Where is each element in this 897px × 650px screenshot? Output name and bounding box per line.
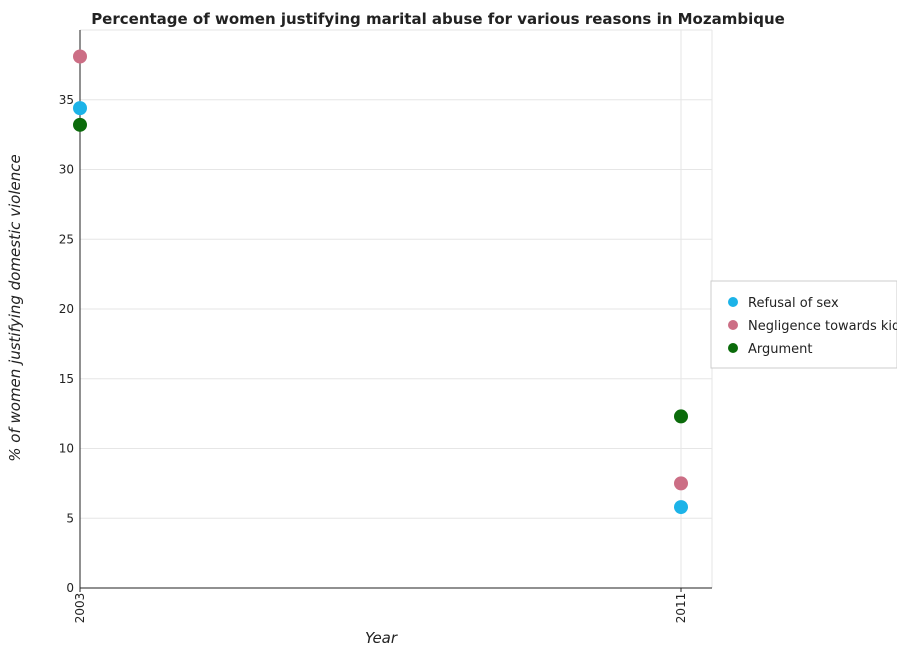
data-point-negligence-towards-kids [674,476,688,491]
chart-title: Percentage of women justifying marital a… [91,10,785,28]
x-axis-label: Year [365,629,398,647]
y-tick-label: 15 [59,372,74,386]
data-point-refusal-of-sex [674,500,688,515]
y-axis-label: % of women justifying domestic violence [6,154,24,462]
x-tick-label: 2003 [73,593,87,624]
y-tick-label: 30 [59,163,74,177]
legend-label: Argument [748,342,813,357]
axes [79,30,712,592]
legend-marker [728,343,738,353]
legend: Refusal of sex Negligence towards kids Arg… [710,280,897,369]
grid [79,29,713,589]
tick-labels: 0 5 10 15 20 25 30 35 2003 2011 [59,93,688,624]
x-tick-label: 2011 [674,593,688,624]
data-point-argument [674,409,688,424]
y-tick-label: 20 [59,302,74,316]
data-points [73,49,688,515]
y-tick-label: 0 [66,581,74,595]
legend-box [710,280,897,369]
legend-label: Refusal of sex [748,296,839,311]
y-tick-label: 10 [59,442,74,456]
y-tick-label: 25 [59,232,74,246]
legend-marker [728,320,738,330]
data-point-refusal-of-sex [73,101,87,116]
data-point-argument [73,117,87,132]
y-tick-label: 35 [59,93,74,107]
legend-marker [728,297,738,307]
y-tick-label: 5 [66,511,74,525]
data-point-negligence-towards-kids [73,49,87,64]
legend-label: Negligence towards kids [748,319,897,334]
